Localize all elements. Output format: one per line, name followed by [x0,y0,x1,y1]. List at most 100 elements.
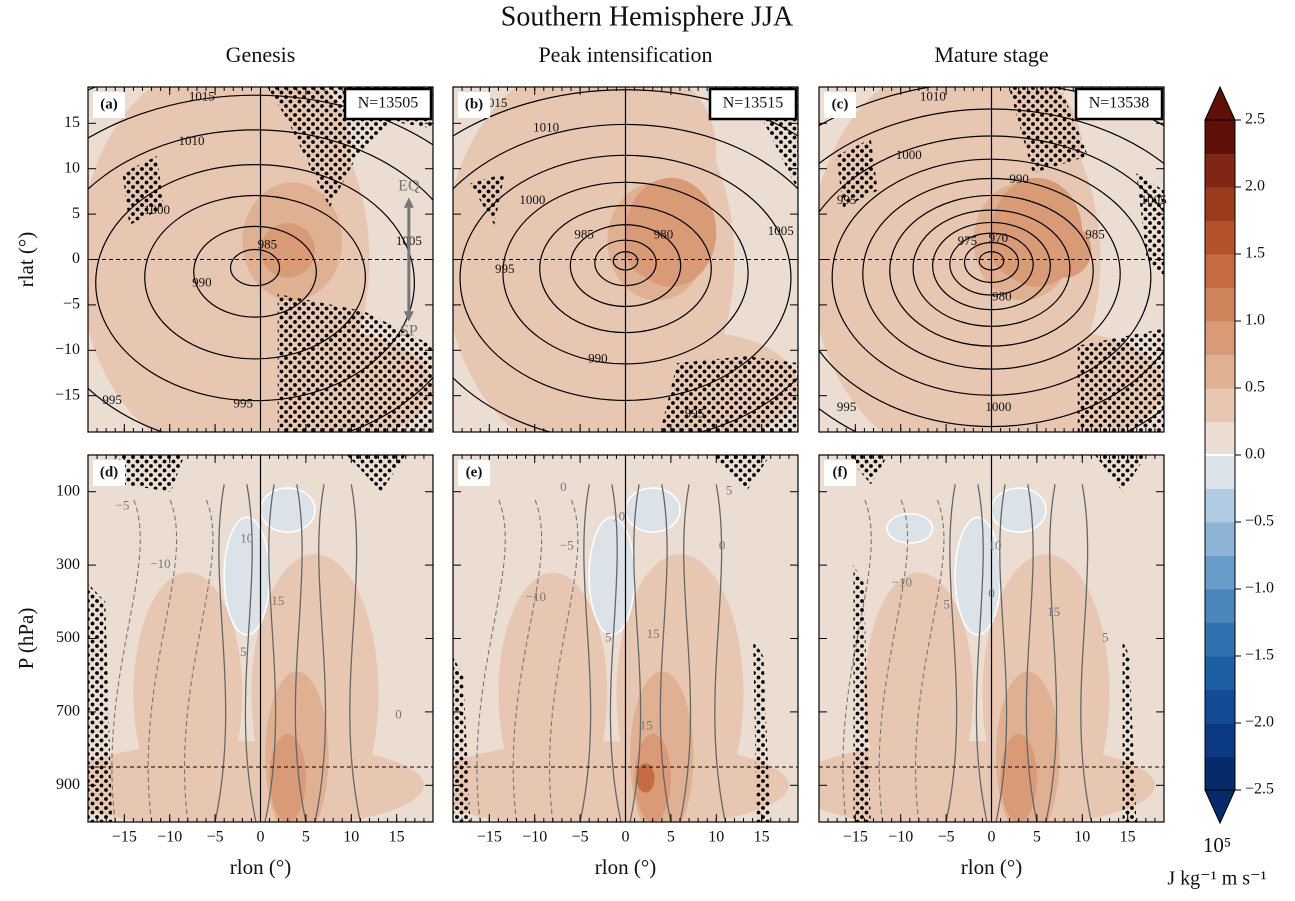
contour-label: 1010 [920,88,946,103]
contour-label: −10 [526,589,546,604]
y-tick-label: −10 [55,341,80,358]
isotach [264,484,277,822]
contour-label: 980 [992,288,1012,303]
colorbar-tick-label: −2.0 [1245,714,1274,731]
isobar [95,164,415,402]
isotach-negative [512,498,543,822]
panel-label: (a) [100,96,118,112]
contour-label: 1000 [519,192,545,207]
shading [1036,223,1092,278]
panel [453,87,798,432]
panel-label-box [824,92,856,118]
contour-label: 985 [258,237,278,252]
contour-label: 5 [726,483,733,498]
count-label: N=13515 [723,95,784,112]
count-box [1074,87,1164,121]
y-tick-label: 5 [72,205,80,222]
shading [636,763,655,793]
contour-label: 0 [719,538,726,553]
contour-label: 995 [234,395,254,410]
isotach-negative [147,498,178,822]
y-tick-label: 900 [56,776,80,793]
colorbar-tick-label: −1.0 [1245,580,1274,597]
isotach-negative [476,498,506,822]
isotach [1080,484,1093,822]
isotach [714,484,727,822]
stippling [1095,455,1147,492]
shading [259,487,316,533]
colorbar-tick-label: −0.5 [1245,513,1274,530]
colorbar-band [1205,153,1235,188]
isobar [144,194,366,360]
contour-label: 995 [102,392,122,407]
contour-label: 1005 [768,223,794,238]
contour-label: 1000 [985,399,1011,414]
colorbar-tick-label: 0.0 [1245,446,1265,463]
contour-label: 995 [495,261,515,276]
arrow-head [403,197,414,208]
colorbar-scale: 10⁵ [1203,833,1231,857]
isotach [609,484,622,822]
contour-label: −10 [150,556,170,571]
x-tick-label: −15 [477,829,502,846]
contour-label: 985 [1085,226,1105,241]
colorbar-tick-label: −1.5 [1245,647,1274,664]
contour-label: 985 [574,226,594,241]
contour-label: 0 [988,585,995,600]
isotach [244,484,257,822]
stippling [346,455,406,492]
contour-label: 980 [654,226,674,241]
colorbar-band [1205,254,1235,288]
contour-label: −10 [892,574,912,589]
x-tick-label: 10 [708,829,724,846]
x-tick-label: −5 [207,829,224,846]
x-tick-label: 0 [622,829,630,846]
contour-label: 15 [647,626,660,641]
isotach [945,484,958,822]
arrow-label: SP [400,323,418,340]
x-tick-label: 15 [1120,829,1136,846]
shading [886,512,934,544]
isotach [349,484,362,822]
x-tick-label: 0 [257,829,265,846]
isotach [629,484,642,822]
arrow-head [403,311,414,322]
panel-label-box [458,460,490,486]
colorbar-extend [1204,85,1236,121]
colorbar-tick-label: 1.0 [1245,312,1265,329]
colorbar-unit: J kg⁻¹ m s⁻¹ [1167,868,1266,890]
stippling [753,638,771,822]
colorbar-band [1205,455,1235,489]
panel [88,455,433,822]
contour-label: 5 [1102,629,1109,644]
x-axis-label: rlon (°) [961,855,1022,879]
y-tick-label: 0 [72,250,80,267]
stippling [122,156,164,225]
isotach [1025,484,1038,822]
x-tick-label: 15 [389,829,405,846]
panel-label: (f) [833,464,848,480]
panel-label: (b) [465,96,483,112]
colorbar-band [1205,689,1235,724]
stippling [1136,173,1164,277]
isotach [679,484,692,822]
isotach [995,484,1008,822]
stippling [711,455,771,492]
contour-label: 1010 [533,119,559,134]
stippling [277,294,433,432]
isotach [294,484,307,822]
colorbar-band [1205,321,1235,355]
stippling [853,565,871,822]
isotach [579,484,592,822]
y-tick-label: −15 [55,386,80,403]
shading [88,741,424,822]
contour-label: 5 [240,644,247,659]
contour-label: 1015 [189,88,215,103]
shading [990,487,1047,533]
colorbar-band [1205,388,1235,422]
stippling [1008,87,1089,174]
contour-label: 0 [560,479,567,494]
y-tick-label: 100 [56,482,80,499]
isotach-negative [878,498,909,822]
shading [588,516,636,636]
